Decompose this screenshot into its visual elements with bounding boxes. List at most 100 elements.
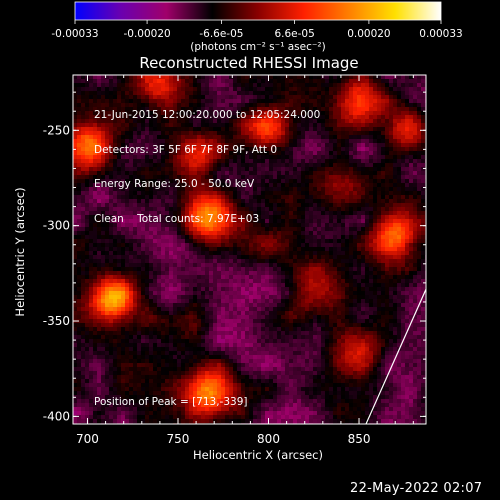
heatmap-cell bbox=[381, 251, 386, 256]
heatmap-cell bbox=[337, 215, 342, 220]
heatmap-cell bbox=[357, 243, 362, 248]
heatmap-cell bbox=[385, 143, 390, 148]
heatmap-cell bbox=[197, 239, 202, 244]
heatmap-cell bbox=[273, 163, 278, 168]
heatmap-cell bbox=[169, 247, 174, 252]
heatmap-cell bbox=[109, 179, 114, 184]
heatmap-cell bbox=[273, 219, 278, 224]
heatmap-cell bbox=[257, 195, 262, 200]
heatmap-cell bbox=[97, 243, 102, 248]
heatmap-cell bbox=[273, 171, 278, 176]
heatmap-cell bbox=[297, 219, 302, 224]
heatmap-cell bbox=[261, 259, 266, 264]
heatmap-cell bbox=[353, 75, 358, 80]
heatmap-cell bbox=[101, 255, 106, 260]
heatmap-cell bbox=[381, 267, 386, 272]
heatmap-cell bbox=[85, 171, 90, 176]
heatmap-cell bbox=[313, 91, 318, 96]
heatmap-cell bbox=[357, 95, 362, 100]
heatmap-cell bbox=[365, 167, 370, 172]
heatmap-cell bbox=[273, 79, 278, 84]
heatmap-cell bbox=[301, 135, 306, 140]
heatmap-cell bbox=[341, 83, 346, 88]
heatmap-cell bbox=[301, 235, 306, 240]
heatmap-cell bbox=[377, 247, 382, 252]
heatmap-cell bbox=[113, 291, 118, 296]
heatmap-cell bbox=[381, 275, 386, 280]
heatmap-cell bbox=[105, 111, 110, 116]
heatmap-cell bbox=[321, 211, 326, 216]
heatmap-cell bbox=[329, 143, 334, 148]
heatmap-cell bbox=[417, 215, 422, 220]
heatmap-cell bbox=[189, 175, 194, 180]
heatmap-cell bbox=[417, 155, 422, 160]
heatmap-cell bbox=[385, 187, 390, 192]
heatmap-cell bbox=[265, 163, 270, 168]
heatmap-cell bbox=[305, 263, 310, 268]
heatmap-cell bbox=[361, 259, 366, 264]
heatmap-cell bbox=[205, 279, 210, 284]
heatmap-cell bbox=[365, 159, 370, 164]
heatmap-cell bbox=[313, 119, 318, 124]
heatmap-cell bbox=[293, 283, 298, 288]
heatmap-cell bbox=[245, 259, 250, 264]
heatmap-cell bbox=[149, 227, 154, 232]
heatmap-cell bbox=[157, 263, 162, 268]
heatmap-cell bbox=[345, 175, 350, 180]
heatmap-cell bbox=[217, 123, 222, 128]
heatmap-cell bbox=[197, 275, 202, 280]
heatmap-cell bbox=[337, 231, 342, 236]
heatmap-cell bbox=[77, 247, 82, 252]
heatmap-cell bbox=[213, 227, 218, 232]
heatmap-cell bbox=[109, 99, 114, 104]
heatmap-cell bbox=[309, 99, 314, 104]
heatmap-cell bbox=[229, 107, 234, 112]
heatmap-cell bbox=[409, 263, 414, 268]
heatmap-cell bbox=[209, 247, 214, 252]
heatmap-cell bbox=[309, 295, 314, 300]
heatmap-cell bbox=[277, 159, 282, 164]
heatmap-cell bbox=[121, 171, 126, 176]
heatmap-cell bbox=[81, 235, 86, 240]
heatmap-cell bbox=[245, 203, 250, 208]
heatmap-cell bbox=[205, 271, 210, 276]
heatmap-cell bbox=[133, 279, 138, 284]
heatmap-cell bbox=[101, 243, 106, 248]
heatmap-cell bbox=[141, 239, 146, 244]
heatmap-cell bbox=[249, 151, 254, 156]
heatmap-cell bbox=[93, 271, 98, 276]
heatmap-cell bbox=[117, 251, 122, 256]
heatmap-cell bbox=[213, 127, 218, 132]
heatmap-cell bbox=[293, 131, 298, 136]
heatmap-cell bbox=[409, 295, 414, 300]
heatmap-cell bbox=[173, 147, 178, 152]
heatmap-cell bbox=[77, 179, 82, 184]
heatmap-cell bbox=[345, 99, 350, 104]
heatmap-cell bbox=[265, 223, 270, 228]
heatmap-cell bbox=[301, 123, 306, 128]
heatmap-cell bbox=[113, 167, 118, 172]
heatmap-cell bbox=[417, 87, 422, 92]
heatmap-cell bbox=[133, 271, 138, 276]
heatmap-cell bbox=[165, 187, 170, 192]
heatmap-cell bbox=[213, 99, 218, 104]
heatmap-cell bbox=[121, 227, 126, 232]
heatmap-cell bbox=[177, 247, 182, 252]
heatmap-cell bbox=[73, 119, 78, 124]
heatmap-cell bbox=[329, 231, 334, 236]
heatmap-cell bbox=[409, 139, 414, 144]
heatmap-cell bbox=[365, 199, 370, 204]
heatmap-cell bbox=[205, 215, 210, 220]
heatmap-cell bbox=[153, 91, 158, 96]
heatmap-cell bbox=[205, 203, 210, 208]
heatmap-cell bbox=[105, 171, 110, 176]
heatmap-cell bbox=[161, 83, 166, 88]
heatmap-cell bbox=[337, 271, 342, 276]
heatmap-cell bbox=[137, 171, 142, 176]
heatmap-cell bbox=[413, 83, 418, 88]
heatmap-cell bbox=[185, 271, 190, 276]
heatmap-cell bbox=[245, 167, 250, 172]
heatmap-cell bbox=[405, 143, 410, 148]
heatmap-cell bbox=[285, 207, 290, 212]
heatmap-cell bbox=[289, 275, 294, 280]
